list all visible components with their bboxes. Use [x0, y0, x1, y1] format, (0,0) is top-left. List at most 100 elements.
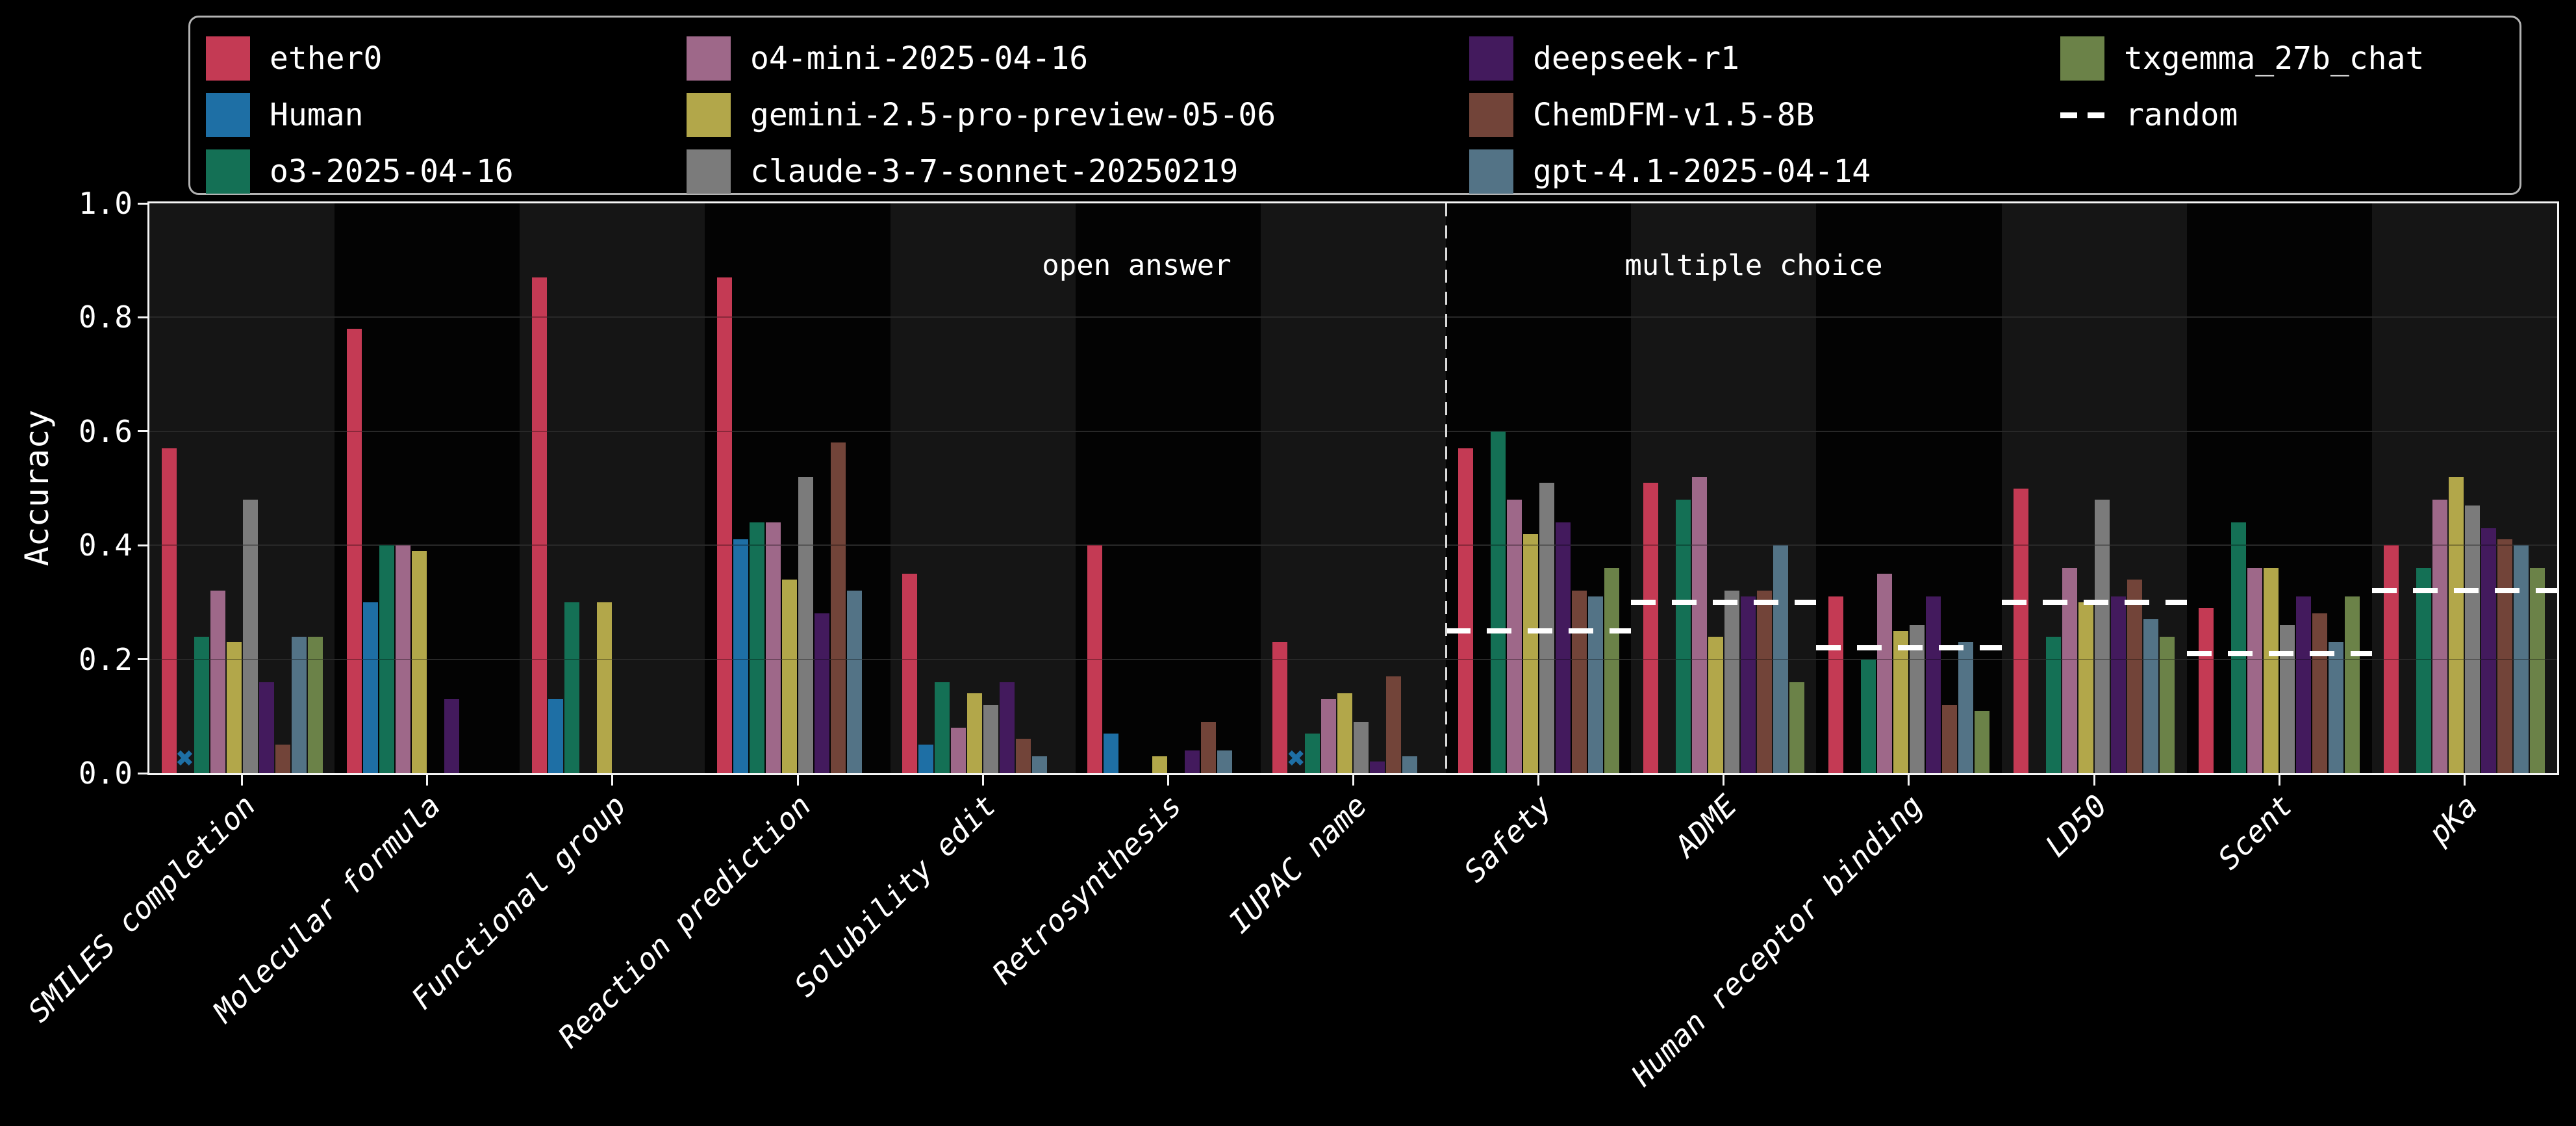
x-tick-label: LD50	[2038, 787, 2114, 864]
bar-txgemma_27b_chat	[2160, 636, 2175, 773]
legend-label-claude-3-7-sonnet-20250219: claude-3-7-sonnet-20250219	[750, 153, 1239, 190]
bar-claude-3-7-sonnet-20250219	[798, 476, 814, 773]
y-tick	[138, 772, 149, 774]
bar-ChemDFM-v1.5-8B	[2127, 579, 2143, 773]
bar-slot	[596, 203, 612, 773]
bar-slot	[765, 203, 781, 773]
bar-o3-2025-04-16	[2046, 636, 2062, 773]
legend-item-ether0: ether0	[206, 36, 382, 81]
legend-swatch-deepseek-r1	[1469, 36, 1513, 81]
bar-gpt-4.1-2025-04-14	[1032, 756, 1048, 773]
category-band	[520, 203, 705, 773]
bar-slot	[1571, 203, 1587, 773]
x-tick	[2093, 774, 2095, 786]
bar-slot	[645, 203, 661, 773]
legend-label-gemini-2.5-pro-preview-05-06: gemini-2.5-pro-preview-05-06	[750, 97, 1276, 133]
legend-swatch-claude-3-7-sonnet-20250219	[687, 149, 731, 194]
bar-slot	[1659, 203, 1675, 773]
bar-Human	[733, 539, 749, 773]
bar-slot	[902, 203, 918, 773]
bar-group: ✖	[1261, 203, 1446, 773]
bar-gemini-2.5-pro-preview-05-06	[1337, 693, 1353, 773]
x-tick	[1723, 774, 1725, 786]
bar-txgemma_27b_chat	[2530, 568, 2545, 773]
bar-gpt-4.1-2025-04-14	[1402, 756, 1418, 773]
legend-label-Human: Human	[270, 97, 364, 133]
bar-slot	[1925, 203, 1941, 773]
bar-ether0	[1643, 482, 1658, 773]
bar-slot	[2078, 203, 2094, 773]
bar-slot	[1587, 203, 1604, 773]
section-separator	[1445, 203, 1447, 773]
bar-slot	[1958, 203, 1974, 773]
bar-o3-2025-04-16	[1490, 431, 1506, 773]
bar-gemini-2.5-pro-preview-05-06	[2449, 476, 2464, 773]
bar-slot	[1103, 203, 1119, 773]
bar-slot	[2263, 203, 2279, 773]
bar-ChemDFM-v1.5-8B	[1201, 722, 1217, 773]
bar-gemini-2.5-pro-preview-05-06	[1522, 533, 1538, 773]
x-tick	[1352, 774, 1354, 786]
bar-slot	[2448, 203, 2464, 773]
gridline	[149, 316, 2557, 318]
bar-slot	[1539, 203, 1555, 773]
bar-group	[2186, 203, 2372, 773]
legend-item-deepseek-r1: deepseek-r1	[1469, 36, 1739, 81]
bar-slot	[2214, 203, 2230, 773]
random-baseline	[1631, 599, 1817, 605]
bar-ether0	[1828, 596, 1843, 773]
bar-gemini-2.5-pro-preview-05-06	[782, 579, 798, 773]
bar-slot	[1031, 203, 1048, 773]
bar-o3-2025-04-16	[1675, 500, 1691, 773]
bar-gpt-4.1-2025-04-14	[1217, 750, 1233, 773]
bar-slot	[564, 203, 580, 773]
bar-slot	[2295, 203, 2312, 773]
bar-o4-mini-2025-04-16	[2247, 568, 2263, 773]
bar-claude-3-7-sonnet-20250219	[983, 704, 999, 773]
bar-txgemma_27b_chat	[307, 636, 323, 773]
bar-slot	[1909, 203, 1925, 773]
legend-label-random: random	[2125, 97, 2238, 133]
bar-slot: ✖	[1287, 203, 1306, 776]
x-tick-label: IUPAC name	[1221, 787, 1374, 940]
bar-gpt-4.1-2025-04-14	[1587, 596, 1603, 773]
bar-deepseek-r1	[2296, 596, 2312, 773]
bar-Human	[362, 602, 378, 773]
bar-slot	[379, 203, 395, 773]
bar-ether0	[346, 328, 362, 773]
bar-slot: ✖	[176, 203, 194, 776]
x-tick-label: Functional group	[404, 787, 633, 1017]
x-tick-label: ADME	[1668, 787, 1744, 864]
bar-slot	[1724, 203, 1740, 773]
bar-group: ✖	[149, 203, 335, 773]
legend-label-txgemma_27b_chat: txgemma_27b_chat	[2124, 40, 2425, 77]
human-x-marker: ✖	[1287, 740, 1306, 776]
bar-slot	[1304, 203, 1320, 773]
bar-ether0	[1087, 545, 1103, 773]
bar-slot	[999, 203, 1015, 773]
legend-item-gpt-4.1-2025-04-14: gpt-4.1-2025-04-14	[1469, 149, 1871, 194]
bar-slot	[629, 203, 645, 773]
bar-slot	[1941, 203, 1958, 773]
legend-item-claude-3-7-sonnet-20250219: claude-3-7-sonnet-20250219	[687, 149, 1238, 194]
bar-slot	[1893, 203, 1909, 773]
legend-item-ChemDFM-v1.5-8B: ChemDFM-v1.5-8B	[1469, 92, 1814, 138]
bar-o3-2025-04-16	[1860, 659, 1876, 773]
y-tick	[138, 658, 149, 661]
bar-slot	[1643, 203, 1659, 773]
bar-slot	[1200, 203, 1217, 773]
bar-slot	[210, 203, 226, 773]
human-x-marker: ✖	[176, 740, 194, 776]
x-tick	[611, 774, 614, 786]
bar-slot	[362, 203, 379, 773]
x-tick	[426, 774, 429, 786]
gridline	[149, 544, 2557, 546]
legend-item-Human: Human	[206, 92, 364, 138]
bar-deepseek-r1	[1000, 682, 1015, 773]
legend-swatch-o3-2025-04-16	[206, 149, 250, 194]
bar-group	[1076, 203, 1261, 773]
bar-slot	[531, 203, 548, 773]
random-baseline	[2186, 650, 2372, 656]
bar-slot	[2497, 203, 2513, 773]
bar-Human	[918, 745, 934, 773]
